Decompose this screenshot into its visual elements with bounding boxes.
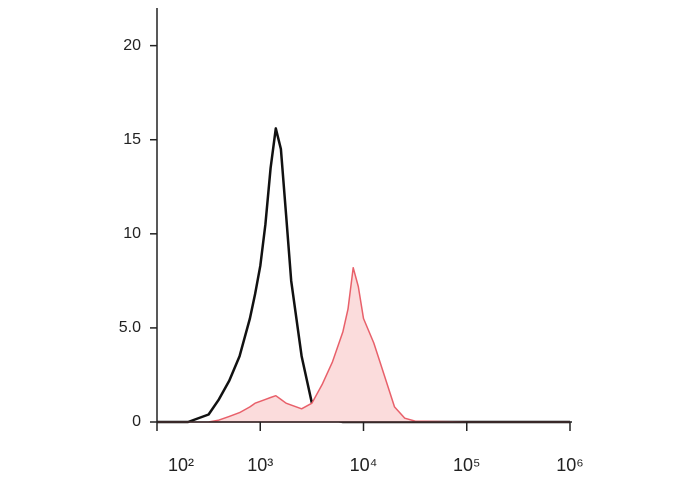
y-tick-label: 20 [123, 37, 141, 54]
x-tick-label: 10² [168, 455, 194, 475]
y-tick-label: 15 [123, 131, 141, 148]
y-tick-label: 10 [123, 225, 141, 242]
histogram-area [156, 266, 571, 423]
x-tick-label: 10⁶ [556, 455, 583, 475]
x-tick-label: 10⁵ [453, 455, 480, 475]
y-tick-label: 5.0 [119, 319, 141, 336]
y-tick-label: 0 [132, 413, 141, 430]
x-tick-label: 10³ [247, 455, 273, 475]
x-tick-label: 10⁴ [350, 455, 378, 475]
